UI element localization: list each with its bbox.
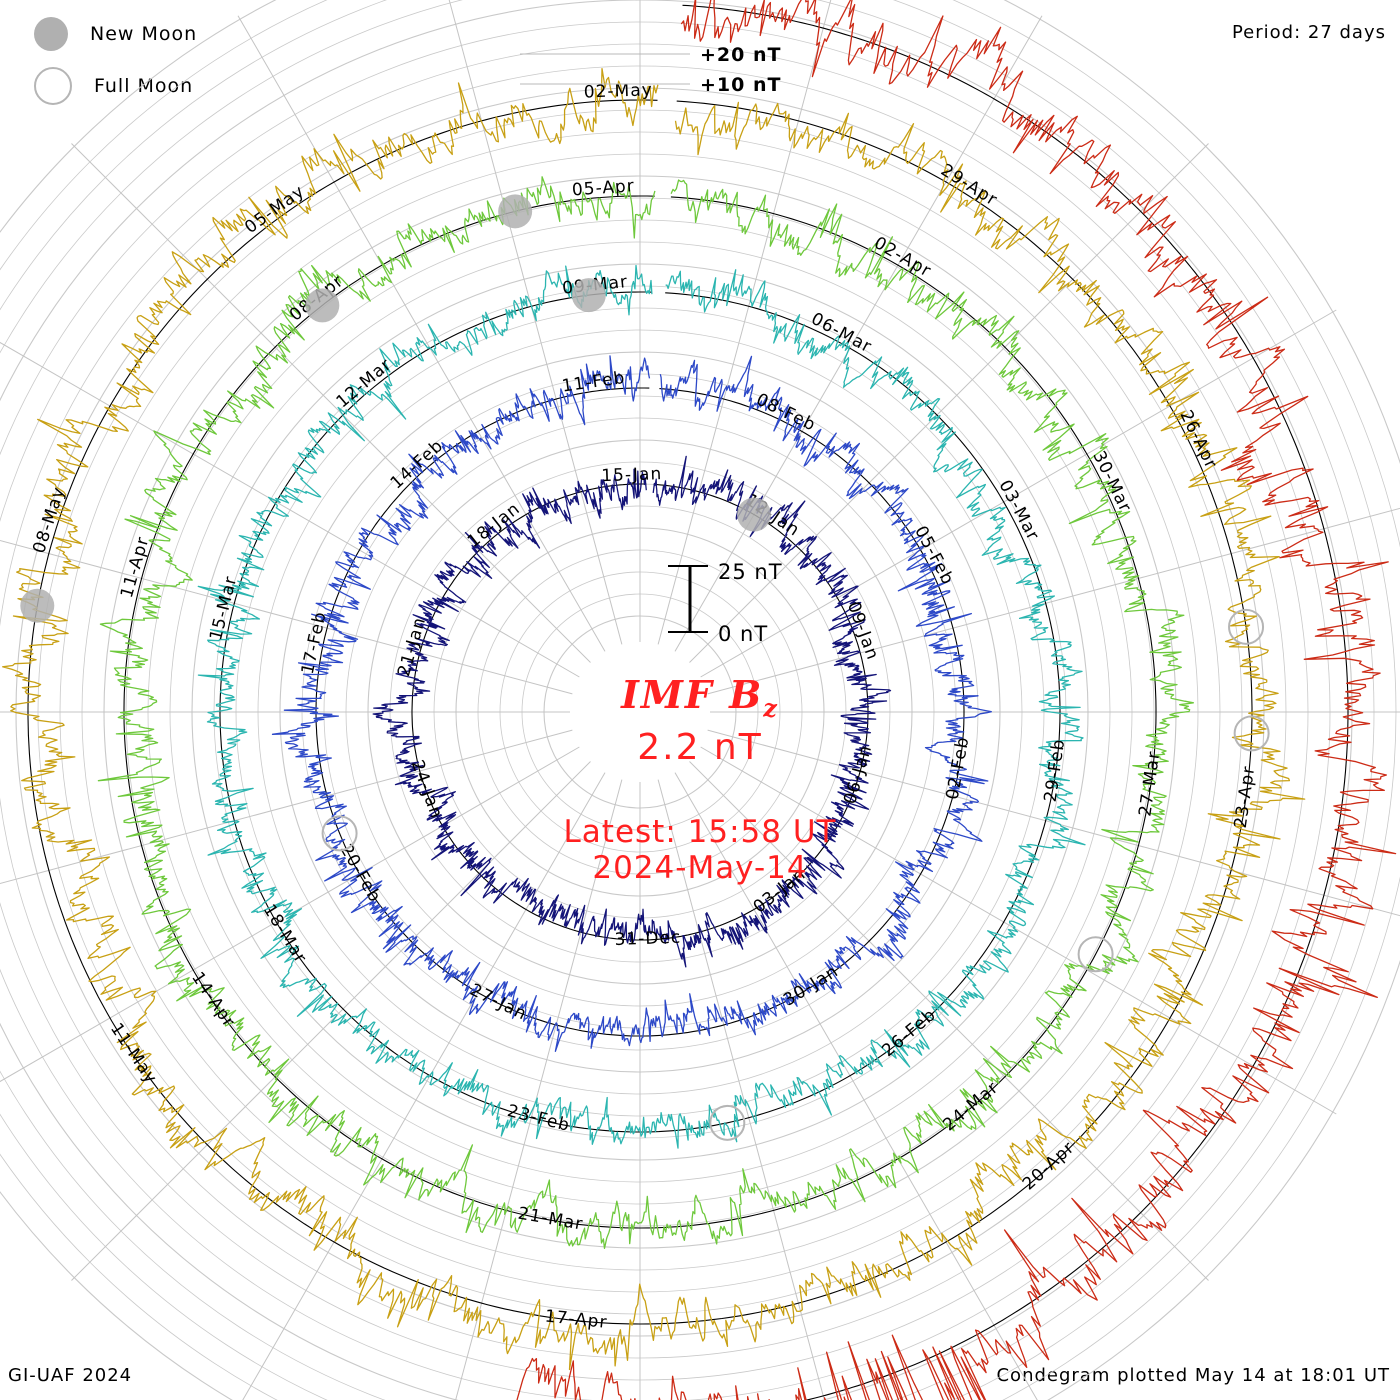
ring-date-label: 05-Apr	[571, 176, 635, 200]
ring-date-label: 27-Jan	[467, 980, 531, 1025]
ring-date-label: 27-Mar	[1135, 750, 1164, 818]
trace-rotation-2	[197, 264, 1086, 1149]
period-label: Period: 27 days	[1231, 22, 1386, 43]
legend-label-full-moon: Full Moon	[94, 75, 194, 97]
full-moon-marker	[709, 1104, 746, 1141]
ring-date-label: 14-Apr	[187, 968, 239, 1031]
full-moon-marker	[321, 815, 358, 852]
ring-date-label: 02-May	[584, 80, 654, 102]
moon-phase-legend: New Moon Full Moon	[18, 8, 197, 112]
trace-rotation-3	[97, 176, 1195, 1250]
baseline-arc-2	[219, 291, 1061, 1133]
ring-date-label: 15-Mar	[206, 574, 241, 643]
ring-date-label: 06-Mar	[808, 309, 876, 358]
trace-rotation-5	[516, 0, 1397, 1400]
trace-rotation-4	[2, 67, 1306, 1371]
ring-date-label: 08-May	[29, 484, 69, 556]
new-moon-marker	[737, 497, 771, 532]
new-moon-marker	[571, 278, 606, 313]
legend-item-new-moon: New Moon	[18, 8, 197, 60]
ring-date-label: 15-Jan	[601, 464, 663, 486]
ring-date-label: 31-Dec	[614, 928, 681, 950]
legend-label-new-moon: New Moon	[90, 23, 198, 45]
full-moon-marker	[1233, 715, 1270, 752]
trace-rotation-0	[372, 455, 892, 968]
ring-date-label: 26-Apr	[1175, 407, 1221, 472]
new-moon-icon	[34, 17, 68, 51]
moon-markers	[20, 194, 1270, 1141]
new-moon-marker	[305, 288, 340, 323]
trace-rotation-1	[271, 355, 992, 1052]
baseline-arc-3	[123, 195, 1157, 1229]
scale-label-plus20: +20 nT	[700, 44, 782, 66]
scale-leader-lines	[520, 53, 690, 85]
new-moon-marker	[20, 588, 55, 623]
ring-date-label: 11-Feb	[561, 368, 627, 397]
ring-date-label: 06-Jan	[840, 742, 876, 806]
ring-date-label: 05-May	[241, 181, 309, 238]
ring-date-label: 21-Jan	[394, 615, 430, 679]
credit-label: GI-UAF 2024	[8, 1365, 133, 1386]
legend-item-full-moon: Full Moon	[18, 60, 197, 112]
full-moon-marker	[1077, 936, 1114, 973]
ring-date-label: 11-May	[106, 1020, 161, 1088]
ring-date-label: 20-Apr	[1019, 1138, 1079, 1195]
scale-bar	[668, 565, 708, 633]
scale-bar-bottom-label: 0 nT	[718, 622, 769, 646]
new-moon-marker	[498, 194, 533, 229]
full-moon-marker	[1228, 608, 1265, 645]
scale-label-plus10: +10 nT	[700, 74, 782, 96]
scale-bar-top-label: 25 nT	[718, 560, 783, 584]
ring-date-label: 21-Mar	[516, 1204, 584, 1235]
full-moon-icon	[34, 67, 72, 105]
baseline-arc-5	[682, 4, 1349, 1400]
